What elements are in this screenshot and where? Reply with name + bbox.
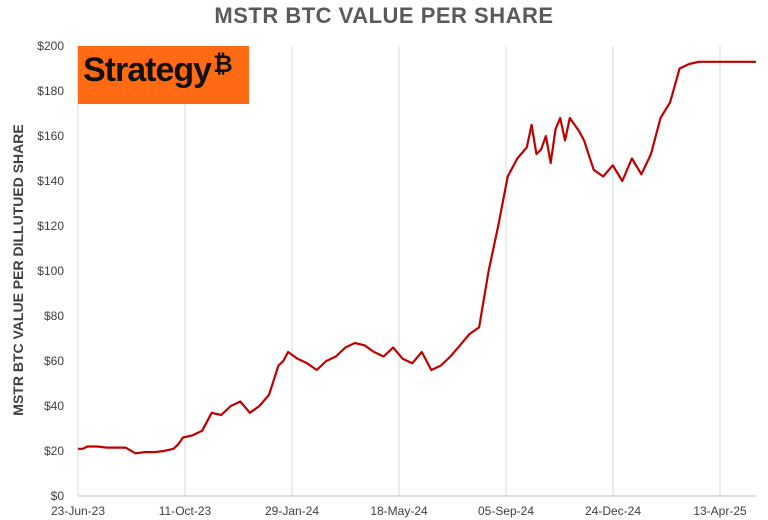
x-tick-label: 13-Apr-25 xyxy=(693,504,747,518)
y-tick-label: $40 xyxy=(44,399,64,413)
logo-text: Strategy₿ xyxy=(83,51,233,89)
chart-title: MSTR BTC VALUE PER SHARE xyxy=(214,3,554,28)
x-tick-label: 24-Dec-24 xyxy=(585,504,641,518)
strategy-logo: Strategy₿ xyxy=(78,46,249,104)
y-tick-label: $160 xyxy=(37,129,64,143)
y-tick-label: $100 xyxy=(37,264,64,278)
y-tick-label: $140 xyxy=(37,174,64,188)
x-tick-label: 18-May-24 xyxy=(370,504,428,518)
x-tick-label: 11-Oct-23 xyxy=(159,504,212,518)
y-tick-label: $20 xyxy=(44,444,64,458)
x-tick-label: 29-Jan-24 xyxy=(265,504,319,518)
y-tick-label: $60 xyxy=(44,354,64,368)
series-line xyxy=(78,60,756,455)
y-tick-label: $80 xyxy=(44,309,64,323)
x-tick-label: 23-Jun-23 xyxy=(51,504,105,518)
y-tick-label: $120 xyxy=(37,219,64,233)
y-tick-label: $180 xyxy=(37,84,64,98)
y-tick-label: $0 xyxy=(51,489,65,503)
x-tick-label: 05-Sep-24 xyxy=(478,504,534,518)
y-tick-label: $200 xyxy=(37,39,64,53)
